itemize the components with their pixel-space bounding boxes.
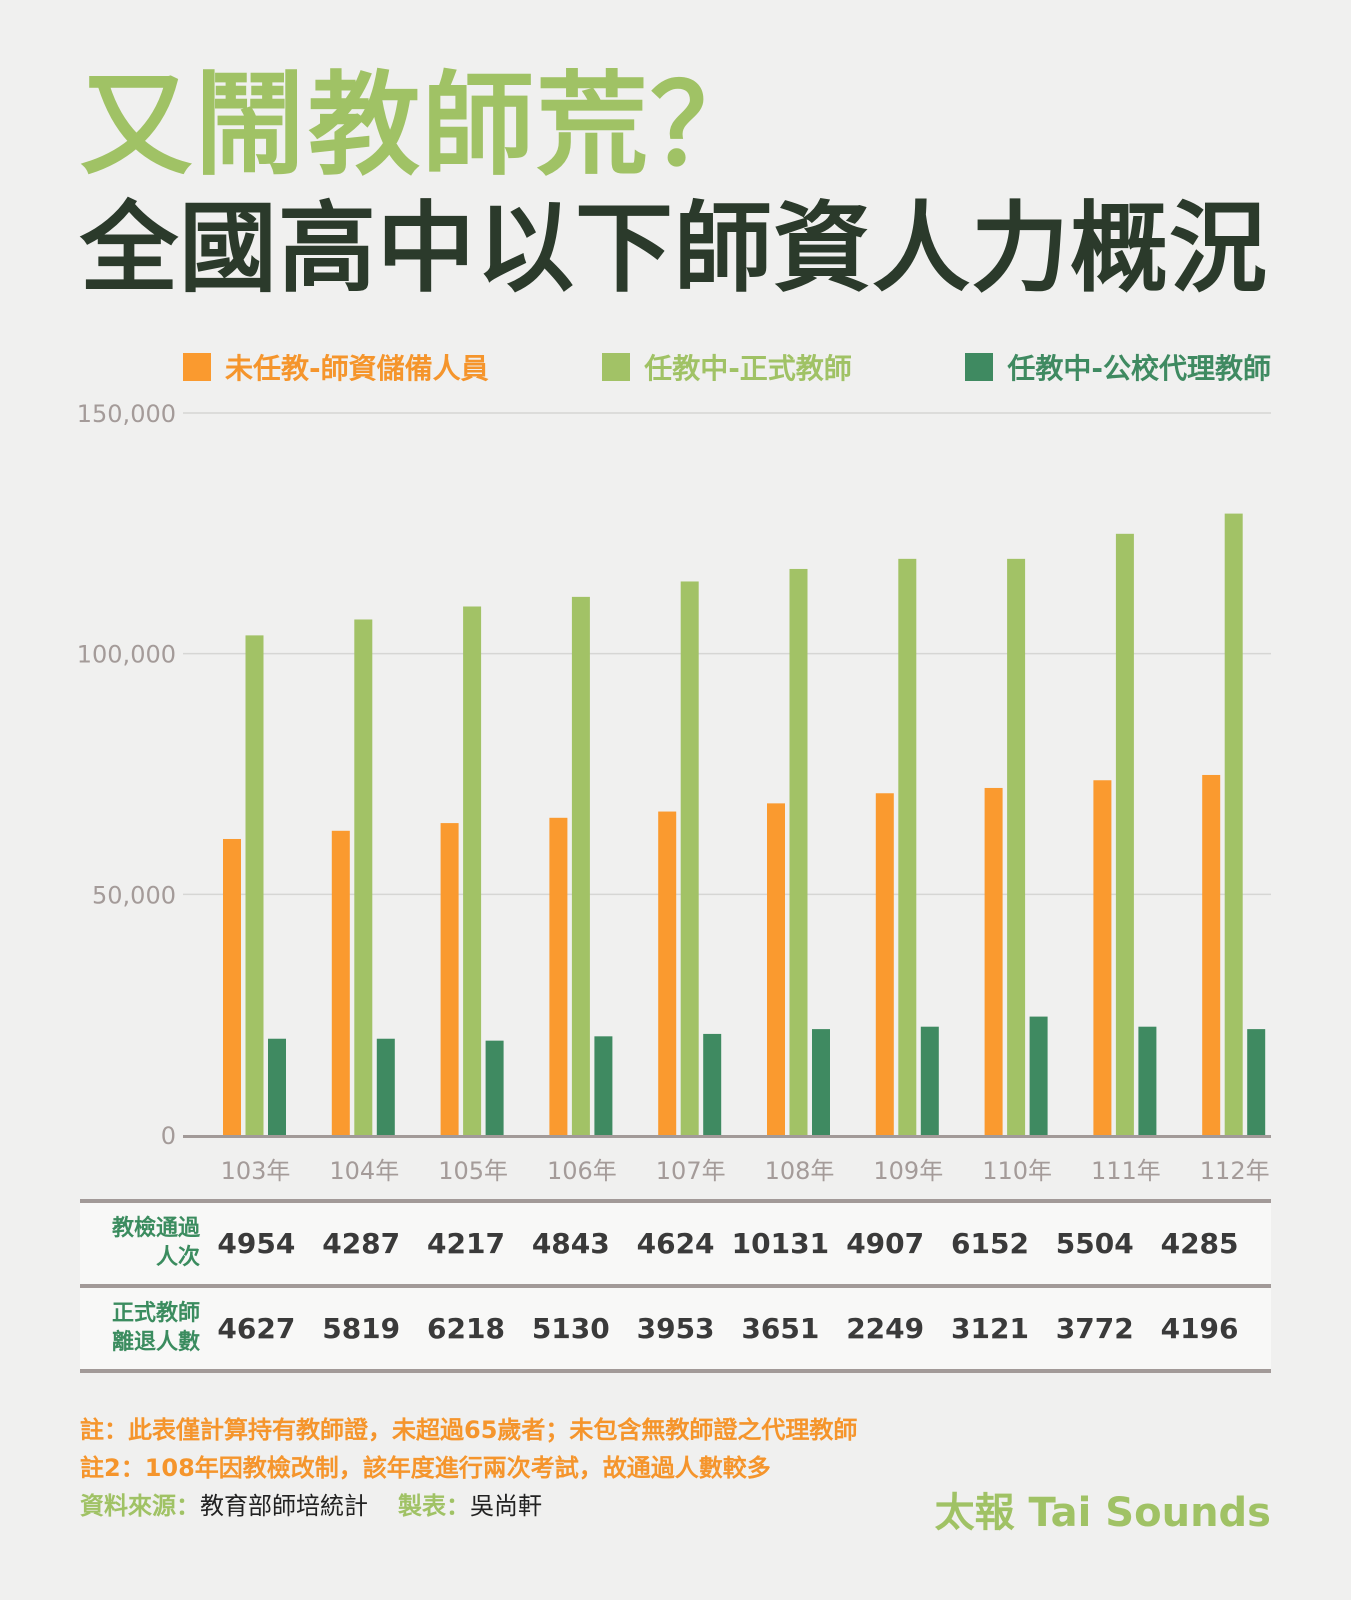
bar (984, 787, 1003, 1135)
table-cell: 4217 (427, 1227, 505, 1260)
table-cell: 4954 (217, 1227, 296, 1260)
bar (594, 1036, 613, 1135)
legend-item-orange: 未任教-師資儲備人員 (183, 347, 489, 387)
bar (376, 1038, 395, 1135)
x-tick-label: 108年 (765, 1157, 835, 1185)
y-tick-label: 0 (161, 1122, 176, 1150)
table-cell: 5819 (322, 1312, 401, 1345)
bar (223, 838, 241, 1135)
x-tick-label: 104年 (329, 1157, 399, 1185)
table-cell: 5504 (1055, 1227, 1134, 1260)
x-tick-label: 109年 (873, 1157, 943, 1185)
table-cell: 6218 (427, 1312, 505, 1345)
bar (1202, 774, 1221, 1135)
bar (898, 558, 917, 1135)
row-label-line2: 人次 (155, 1244, 200, 1270)
bar (549, 817, 568, 1135)
x-tick-label: 112年 (1200, 1157, 1270, 1185)
bar (245, 635, 264, 1135)
bar (1007, 558, 1026, 1135)
table-cell: 4843 (531, 1227, 610, 1260)
legend-label-dark-green: 任教中-公校代理教師 (1007, 352, 1271, 385)
maker-value: 吳尚軒 (470, 1492, 542, 1520)
chart-legend: 未任教-師資儲備人員 任教中-正式教師 任教中-公校代理教師 (183, 347, 1271, 387)
legend-label-orange: 未任教-師資儲備人員 (225, 352, 489, 385)
bar (440, 823, 459, 1135)
row-label: 正式教師 離退人數 (80, 1300, 204, 1357)
x-tick-label: 103年 (221, 1157, 291, 1185)
bar (331, 830, 350, 1135)
bar (268, 1038, 286, 1135)
bar (703, 1033, 722, 1135)
legend-swatch-dark-green (965, 353, 994, 381)
bar (485, 1040, 504, 1135)
bar (789, 568, 808, 1135)
note-2: 註2：108年因教檢改制，該年度進行兩次考試，故通過人數較多 (80, 1454, 771, 1482)
row-label-line1: 教檢通過 (111, 1215, 200, 1241)
source-line: 資料來源：教育部師培統計 製表：吳尚軒 (80, 1487, 857, 1525)
table-cell: 4624 (636, 1227, 715, 1260)
table-cell: 4196 (1160, 1312, 1239, 1345)
row-label: 教檢通過 人次 (80, 1215, 204, 1272)
bar (1247, 1029, 1266, 1135)
bar (920, 1026, 939, 1135)
y-tick-label: 150,000 (77, 400, 176, 428)
table-cell: 10131 (731, 1227, 830, 1260)
table-cell: 3953 (636, 1312, 715, 1345)
table-row-exam-pass: 教檢通過 人次 4954 4287 4217 4843 4624 10131 4… (80, 1199, 1271, 1284)
bar (680, 581, 699, 1135)
bar (875, 793, 894, 1135)
legend-label-light-green: 任教中-正式教師 (644, 352, 852, 385)
x-tick-label: 111年 (1091, 1157, 1161, 1185)
maker-label: 製表： (398, 1492, 470, 1520)
legend-item-light-green: 任教中-正式教師 (602, 347, 852, 387)
y-tick-label: 100,000 (77, 641, 176, 669)
bar (463, 606, 482, 1135)
legend-swatch-orange (183, 353, 211, 381)
bar (354, 619, 373, 1135)
table-cell: 3772 (1055, 1312, 1134, 1345)
table-row-retirement: 正式教師 離退人數 4627 5819 6218 5130 3953 3651 … (80, 1284, 1271, 1373)
main-title: 又鬧教師荒？ (80, 61, 764, 191)
legend-item-dark-green: 任教中-公校代理教師 (965, 347, 1271, 387)
row-label-line2: 離退人數 (111, 1329, 200, 1355)
x-tick-label: 106年 (547, 1157, 617, 1185)
subtitle: 全國高中以下師資人力概況 (80, 192, 1269, 306)
bar (1138, 1026, 1157, 1135)
table-cell: 4907 (846, 1227, 925, 1260)
bar-chart: 0 50,000 100,000 150,000 103年 104年 105年 106年 107… (77, 400, 1271, 1185)
brand-logo: 太報 Tai Sounds (934, 1490, 1271, 1536)
bar (1029, 1016, 1048, 1135)
note-1: 註：此表僅計算持有教師證，未超過65歲者；未包含無教師證之代理教師 (80, 1416, 858, 1444)
y-tick-label: 50,000 (92, 881, 176, 909)
footnotes: 註：此表僅計算持有教師證，未超過65歲者；未包含無教師證之代理教師 註2：108… (80, 1411, 857, 1525)
table-cell: 5130 (531, 1312, 610, 1345)
table-cell: 3121 (951, 1312, 1029, 1345)
x-tick-label: 110年 (982, 1157, 1052, 1185)
x-tick-label: 107年 (656, 1157, 726, 1185)
table-cell: 6152 (951, 1227, 1029, 1260)
x-tick-label: 105年 (438, 1157, 508, 1185)
bar (767, 803, 785, 1135)
table-cell: 4287 (322, 1227, 401, 1260)
table-cell: 3651 (741, 1312, 820, 1345)
bar (1115, 533, 1134, 1135)
bar (658, 811, 677, 1135)
bar (1093, 780, 1112, 1135)
source-value: 教育部師培統計 (200, 1492, 368, 1520)
table-cell: 2249 (846, 1312, 925, 1345)
data-table: 教檢通過 人次 4954 4287 4217 4843 4624 10131 4… (80, 1199, 1271, 1373)
row-label-line1: 正式教師 (111, 1300, 200, 1326)
bar (1224, 513, 1243, 1135)
table-cell: 4285 (1160, 1227, 1239, 1260)
legend-swatch-light-green (602, 353, 631, 381)
bar (812, 1029, 830, 1135)
source-label: 資料來源： (80, 1492, 200, 1520)
table-cell: 4627 (217, 1312, 296, 1345)
bar (571, 596, 590, 1135)
